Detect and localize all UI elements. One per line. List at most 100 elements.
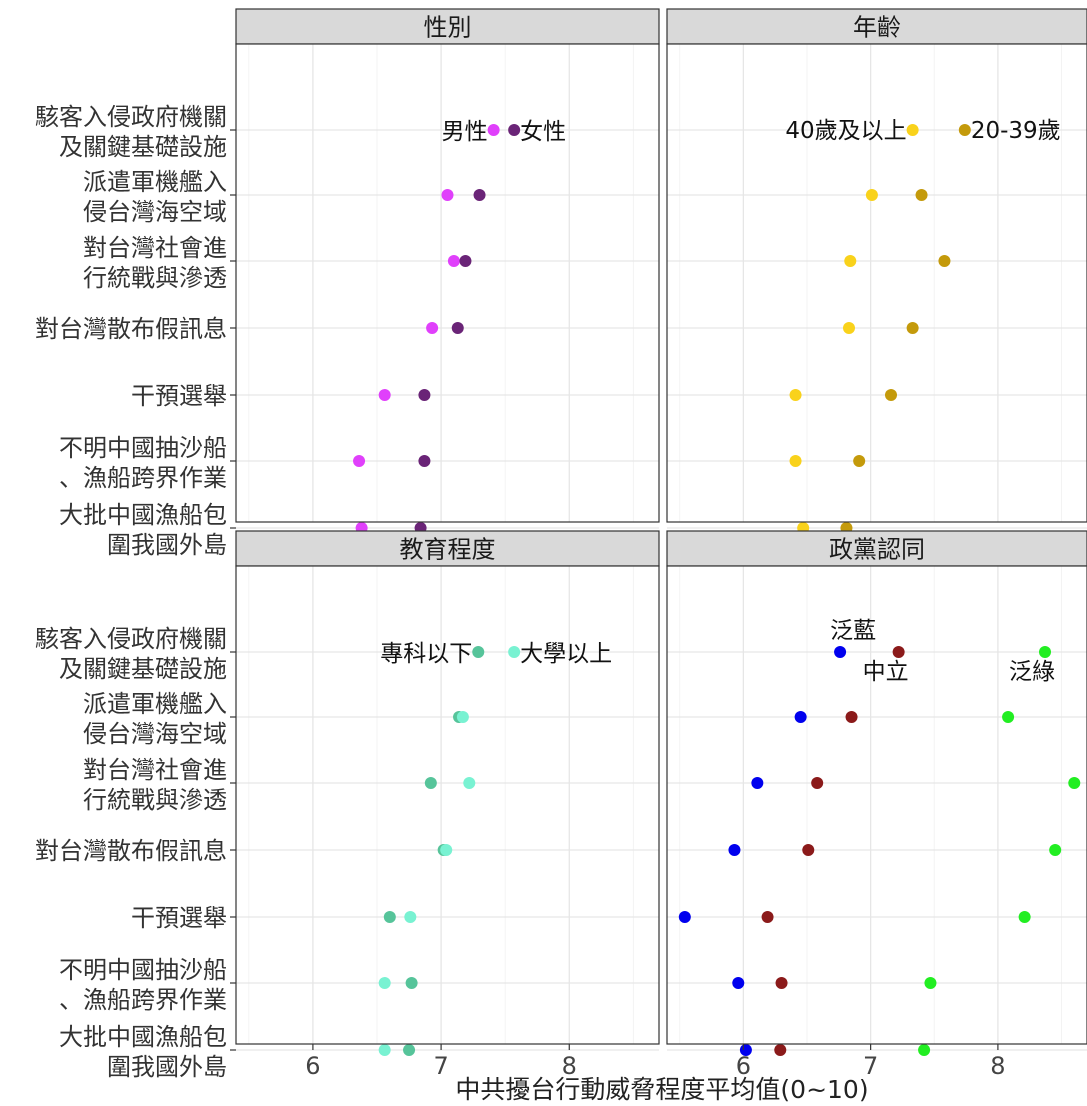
x-tick-label: 8 <box>562 1052 577 1080</box>
data-point <box>404 911 417 923</box>
y-axis-category-labels: 駭客入侵政府機關及關鍵基礎設施派遣軍機艦入侵台灣海空域對台灣社會進行統戰與滲透對… <box>35 103 236 1081</box>
series-專科以下: 專科以下 <box>380 641 485 1056</box>
panel-background <box>236 44 659 522</box>
data-point <box>403 1044 416 1056</box>
data-point <box>1039 646 1051 658</box>
y-tick-label: 駭客入侵政府機關及關鍵基礎設施 <box>35 625 227 683</box>
x-tick-label: 6 <box>305 1052 320 1080</box>
data-point <box>378 389 391 401</box>
data-point <box>508 124 521 136</box>
y-tick-label: 干預選舉 <box>131 904 227 932</box>
panel-background <box>667 566 1087 1044</box>
data-point <box>958 124 971 136</box>
panel-border <box>235 43 660 523</box>
panel-border <box>666 565 1087 1045</box>
data-point <box>472 646 485 658</box>
data-point <box>1002 711 1015 723</box>
data-point <box>426 322 439 334</box>
series-男性: 男性 <box>353 119 500 534</box>
data-point <box>418 455 431 467</box>
data-point <box>789 455 802 467</box>
y-tick-label: 對台灣社會進行統戰與滲透 <box>83 234 227 292</box>
data-point <box>938 255 951 267</box>
data-point <box>418 389 431 401</box>
data-point <box>915 189 928 201</box>
data-point <box>451 322 464 334</box>
x-tick-label: 6 <box>736 1052 751 1080</box>
x-tick-label: 7 <box>863 1052 878 1080</box>
data-point <box>853 455 866 467</box>
data-point <box>906 322 919 334</box>
x-axis-label: 中共擾台行動威脅程度平均值(0~10) <box>455 1075 868 1104</box>
data-point <box>678 911 691 923</box>
data-point <box>892 646 905 658</box>
data-point <box>844 255 857 267</box>
data-point <box>885 389 897 401</box>
data-point <box>1018 911 1031 923</box>
data-point <box>459 255 472 267</box>
data-point <box>732 977 745 989</box>
data-point <box>834 646 847 658</box>
data-point <box>865 189 878 201</box>
series-label: 泛藍 <box>830 618 876 644</box>
y-tick-label: 對台灣散布假訊息 <box>35 837 227 865</box>
data-point <box>487 124 500 136</box>
data-point <box>774 1044 787 1056</box>
y-tick-label: 派遣軍機艦入侵台灣海空域 <box>83 168 227 226</box>
series-20-39歲: 20-39歲 <box>840 118 1061 534</box>
series-40歲及以上: 40歲及以上 <box>785 118 919 534</box>
data-point <box>383 911 396 923</box>
series-label: 40歲及以上 <box>785 118 906 144</box>
y-tick-label: 駭客入侵政府機關及關鍵基礎設施 <box>35 103 227 161</box>
data-point <box>473 189 486 201</box>
x-tick-label: 8 <box>990 1052 1005 1080</box>
data-point <box>802 844 815 856</box>
y-tick-label: 不明中國抽沙船、漁船跨界作業 <box>59 434 227 492</box>
series-泛藍: 泛藍 <box>678 618 876 1056</box>
data-point <box>424 777 437 789</box>
series-label: 大學以上 <box>520 641 612 667</box>
series-label: 中立 <box>863 659 909 685</box>
series-中立: 中立 <box>761 646 909 1056</box>
x-axis: 6 7 8 6 7 8 <box>305 1044 1006 1080</box>
data-point <box>794 711 807 723</box>
data-point <box>924 977 937 989</box>
x-tick-label: 7 <box>433 1052 448 1080</box>
data-point <box>775 977 788 989</box>
data-point <box>789 389 802 401</box>
series-泛綠: 泛綠 <box>918 646 1081 1056</box>
series-label: 專科以下 <box>380 641 472 667</box>
data-point <box>728 844 741 856</box>
panel-title: 性別 <box>424 14 472 42</box>
panel-background <box>236 566 659 1044</box>
panel-title: 教育程度 <box>400 536 496 564</box>
series-label: 泛綠 <box>1009 659 1055 685</box>
panel-border <box>235 565 660 1045</box>
panel-border <box>666 43 1087 523</box>
panel-background <box>667 44 1087 522</box>
series-label: 女性 <box>520 119 566 145</box>
data-point <box>811 777 824 789</box>
data-point <box>751 777 764 789</box>
y-tick-label: 大批中國漁船包圍我國外島 <box>59 501 227 559</box>
data-point <box>378 977 391 989</box>
series-label: 男性 <box>442 119 488 145</box>
panel-title: 政黨認同 <box>829 536 925 564</box>
data-point <box>440 844 453 856</box>
panel-strip <box>666 8 1087 45</box>
data-point <box>463 777 476 789</box>
data-point <box>378 1044 391 1056</box>
series-label: 20-39歲 <box>971 118 1061 144</box>
y-tick-label: 對台灣社會進行統戰與滲透 <box>83 756 227 814</box>
panel-title: 年齡 <box>853 14 901 42</box>
data-point <box>508 646 521 658</box>
data-point <box>761 911 774 923</box>
data-point <box>353 455 366 467</box>
y-tick-label: 不明中國抽沙船、漁船跨界作業 <box>59 956 227 1014</box>
data-point <box>456 711 469 723</box>
y-tick-label: 派遣軍機艦入侵台灣海空域 <box>83 690 227 748</box>
